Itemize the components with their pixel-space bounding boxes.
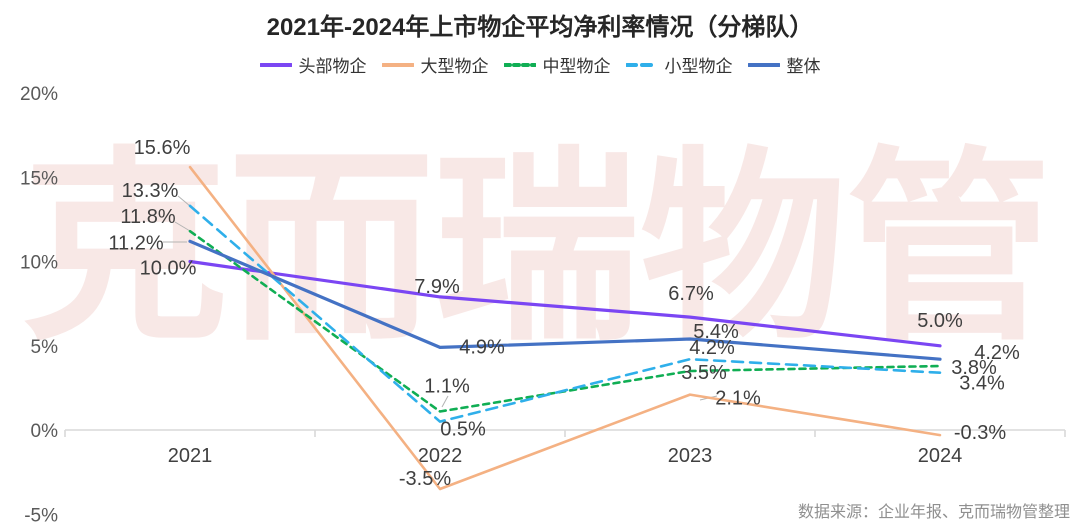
series-line-mid xyxy=(188,229,942,413)
data-label-head-2024: 5.0% xyxy=(917,310,963,332)
series-line-large xyxy=(188,165,942,491)
data-label-mid-2023: 3.5% xyxy=(681,362,727,384)
chart-title: 2021年-2024年上市物企平均净利率情况（分梯队） xyxy=(266,14,814,41)
legend-label-small: 小型物企 xyxy=(664,57,733,76)
data-label-overall-2022: 4.9% xyxy=(459,336,505,358)
x-tick-label-2022: 2022 xyxy=(418,445,463,467)
legend-swatch-head xyxy=(259,62,292,67)
label-leader-0 xyxy=(177,195,191,207)
y-tick-label-15: 15% xyxy=(20,168,58,189)
data-label-mid-2022: 1.1% xyxy=(424,375,470,397)
x-tick-label-2021: 2021 xyxy=(168,445,213,467)
data-label-mid-2024: 3.8% xyxy=(951,357,997,379)
data-label-head-2022: 7.9% xyxy=(414,276,460,298)
legend-swatch-overall xyxy=(747,62,780,67)
legend-item-mid: 中型物企 xyxy=(503,52,611,77)
legend-swatch-large xyxy=(381,62,414,67)
label-leader-1 xyxy=(174,221,191,232)
y-tick-label-0: 0% xyxy=(31,421,59,442)
legend-label-mid: 中型物企 xyxy=(542,57,611,76)
legend-label-overall: 整体 xyxy=(786,57,821,76)
label-leader-3 xyxy=(441,395,449,408)
y-tick-label-20: 20% xyxy=(20,84,58,105)
data-label-overall-2024: 4.2% xyxy=(974,342,1020,364)
series-line-head xyxy=(188,259,942,348)
data-label-large-2023: 2.1% xyxy=(715,388,761,410)
legend: 头部物企 大型物企 中型物企 小型物企 整体 xyxy=(0,52,1080,77)
series-line-overall xyxy=(188,239,942,361)
legend-label-head: 头部物企 xyxy=(298,57,367,76)
y-tick-label-10: 10% xyxy=(20,253,58,274)
legend-item-head: 头部物企 xyxy=(259,52,367,77)
data-label-overall-2021: 11.2% xyxy=(108,232,163,254)
legend-label-large: 大型物企 xyxy=(420,57,489,76)
data-label-overall-2023: 5.4% xyxy=(693,321,739,343)
legend-swatch-mid xyxy=(503,62,536,67)
legend-item-small: 小型物企 xyxy=(625,52,733,77)
y-tick-label--5: -5% xyxy=(24,505,58,526)
data-label-small-2021: 13.3% xyxy=(122,180,179,202)
data-label-head-2021: 10.0% xyxy=(140,258,197,280)
data-label-large-2024: -0.3% xyxy=(954,422,1006,444)
data-label-mid-2021: 11.8% xyxy=(120,206,175,228)
legend-item-overall: 整体 xyxy=(747,52,821,77)
data-label-small-2023: 4.2% xyxy=(689,337,735,359)
data-label-small-2024: 3.4% xyxy=(959,373,1005,395)
legend-swatch-small xyxy=(625,62,658,67)
x-tick-label-2024: 2024 xyxy=(918,445,963,467)
x-tick-label-2023: 2023 xyxy=(668,445,713,467)
data-source-note: 数据来源：企业年报、克而瑞物管整理 xyxy=(797,504,1070,521)
data-label-large-2022: -3.5% xyxy=(399,468,451,490)
data-label-small-2022: 0.5% xyxy=(440,419,486,441)
y-tick-label-5: 5% xyxy=(31,337,59,358)
data-label-head-2023: 6.7% xyxy=(668,283,714,305)
legend-item-large: 大型物企 xyxy=(381,52,489,77)
series-line-small xyxy=(188,204,942,423)
data-label-large-2021: 15.6% xyxy=(134,137,191,159)
